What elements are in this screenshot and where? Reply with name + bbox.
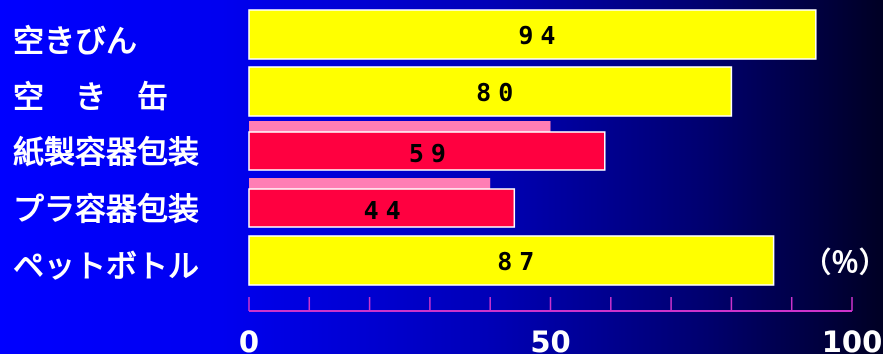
category-label-2: 紙製容器包装 bbox=[13, 135, 199, 171]
category-label-4: ペットボトル bbox=[13, 249, 199, 285]
bar-3 bbox=[248, 188, 516, 228]
bar-1 bbox=[248, 66, 733, 117]
value-label-3: 44 bbox=[364, 196, 408, 225]
unit-label: （％） bbox=[803, 246, 883, 279]
category-label-1: 空 き 缶 bbox=[13, 80, 168, 116]
x-tick-label-100: 100 bbox=[822, 325, 883, 354]
bar-0 bbox=[248, 9, 817, 60]
category-label-3: プラ容器包装 bbox=[13, 192, 199, 228]
value-label-4: 87 bbox=[497, 247, 541, 276]
value-label-0: 94 bbox=[518, 21, 562, 50]
bar-secondary-2 bbox=[249, 121, 551, 132]
category-label-0: 空きびん bbox=[13, 24, 137, 60]
bar-secondary-3 bbox=[249, 178, 491, 189]
value-label-2: 59 bbox=[409, 139, 453, 168]
bar-2 bbox=[248, 131, 606, 171]
bar-4 bbox=[248, 235, 775, 286]
x-tick-label-50: 50 bbox=[530, 325, 570, 354]
x-axis: 0 50 100 bbox=[239, 297, 882, 354]
x-tick-label-0: 0 bbox=[239, 325, 259, 354]
value-label-1: 80 bbox=[476, 78, 520, 107]
